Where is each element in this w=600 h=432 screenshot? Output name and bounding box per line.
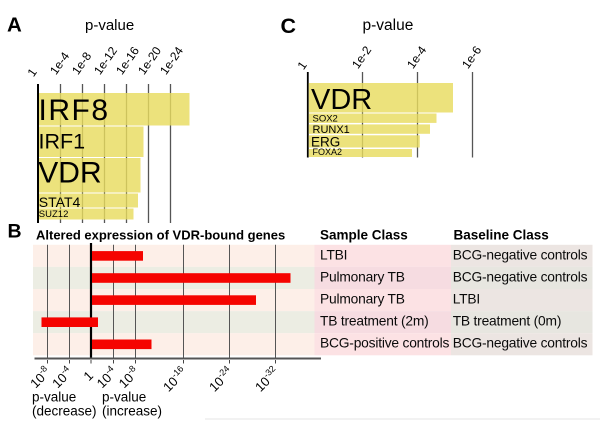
svg-text:BCG-negative controls: BCG-negative controls [453,269,588,284]
svg-text:BCG-negative controls: BCG-negative controls [453,336,588,351]
svg-text:C: C [281,14,297,38]
svg-text:p-value: p-value [85,17,134,34]
svg-text:p-value: p-value [32,390,76,405]
svg-text:B: B [8,221,22,243]
svg-text:SUZ12: SUZ12 [39,209,69,220]
svg-text:TB treatment (2m): TB treatment (2m) [320,314,429,329]
svg-text:SOX2: SOX2 [313,113,338,124]
svg-text:p-value: p-value [363,17,414,34]
svg-text:FOXA2: FOXA2 [313,147,343,157]
svg-text:LTBI: LTBI [320,247,347,262]
svg-text:RUNX1: RUNX1 [313,124,350,136]
svg-text:LTBI: LTBI [453,292,480,307]
svg-text:Sample Class: Sample Class [320,228,408,243]
svg-text:p-value: p-value [102,390,146,405]
svg-text:STAT4: STAT4 [39,194,81,210]
svg-text:VDR: VDR [311,84,372,116]
svg-text:Baseline Class: Baseline Class [454,228,549,243]
svg-text:(increase): (increase) [102,404,162,419]
svg-text:BCG-negative controls: BCG-negative controls [453,247,588,262]
svg-text:Altered expression of VDR-boun: Altered expression of VDR-bound genes [36,228,285,243]
svg-text:Pulmonary TB: Pulmonary TB [320,269,405,284]
svg-text:BCG-positive controls: BCG-positive controls [320,336,450,351]
svg-text:Pulmonary TB: Pulmonary TB [320,292,405,307]
svg-text:IRF1: IRF1 [39,130,86,154]
svg-text:VDR: VDR [38,157,101,190]
svg-text:ERG: ERG [311,135,340,150]
svg-text:TB treatment (0m): TB treatment (0m) [453,314,562,329]
svg-text:A: A [7,14,22,37]
svg-text:(decrease): (decrease) [32,404,97,419]
svg-text:IRF8: IRF8 [39,94,110,127]
